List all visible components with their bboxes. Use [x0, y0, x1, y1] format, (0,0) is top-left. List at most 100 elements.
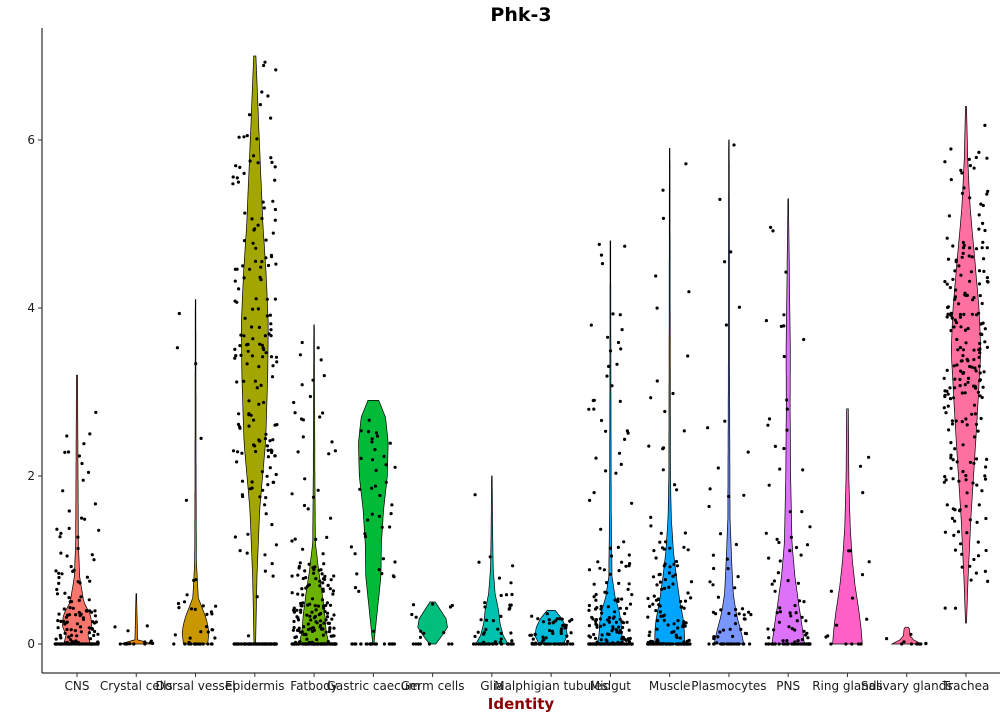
data-point	[782, 354, 786, 359]
data-point	[270, 523, 274, 527]
data-point	[311, 495, 316, 499]
data-point	[504, 593, 509, 597]
data-point	[254, 246, 258, 250]
data-point	[296, 573, 300, 577]
data-point	[387, 642, 391, 646]
data-point	[794, 611, 798, 615]
data-point	[978, 371, 982, 375]
data-point	[620, 328, 624, 332]
data-point	[664, 642, 668, 646]
data-point	[292, 619, 296, 624]
data-point	[973, 435, 977, 439]
data-point	[806, 636, 810, 640]
data-point	[970, 312, 975, 316]
data-point	[961, 469, 965, 474]
data-point	[949, 441, 953, 445]
data-point	[87, 626, 91, 630]
data-point	[541, 620, 546, 624]
data-point	[182, 600, 187, 604]
data-point	[67, 642, 71, 646]
data-point	[736, 575, 740, 579]
data-point	[69, 638, 73, 642]
data-point	[772, 628, 776, 632]
data-point	[290, 539, 294, 543]
data-point	[748, 642, 752, 646]
data-point	[264, 432, 268, 436]
data-point	[353, 552, 357, 556]
data-point	[963, 293, 967, 297]
data-point	[985, 246, 989, 250]
data-point	[678, 636, 682, 640]
data-point	[785, 398, 789, 402]
data-point	[77, 642, 81, 646]
data-point	[85, 575, 89, 579]
x-tick-label: Plasmocytes	[691, 679, 766, 693]
data-point	[231, 175, 235, 179]
data-point	[255, 137, 259, 141]
violin-group	[587, 240, 634, 646]
data-point	[247, 642, 251, 646]
data-point	[977, 311, 981, 315]
data-point	[499, 642, 503, 646]
data-point	[296, 450, 300, 454]
data-point	[737, 612, 741, 616]
data-point	[253, 379, 257, 383]
data-point	[78, 613, 82, 618]
data-point	[617, 581, 621, 586]
violin-shape	[181, 299, 210, 645]
data-point	[658, 604, 662, 608]
data-point	[764, 319, 769, 323]
data-point	[621, 642, 625, 646]
data-point	[594, 592, 598, 597]
data-point	[359, 429, 363, 433]
data-point	[790, 627, 794, 631]
data-point	[946, 305, 950, 310]
data-point	[547, 618, 551, 622]
data-point	[252, 443, 256, 447]
data-point	[961, 354, 965, 358]
data-point	[764, 531, 768, 535]
data-point	[56, 619, 60, 623]
data-point	[318, 579, 322, 583]
data-point	[54, 642, 58, 646]
data-point	[664, 540, 668, 544]
data-point	[652, 594, 656, 598]
data-point	[265, 642, 269, 646]
data-point	[273, 454, 277, 458]
data-point	[660, 546, 665, 550]
data-point	[258, 103, 262, 107]
data-point	[679, 599, 683, 604]
data-point	[587, 407, 591, 411]
data-point	[296, 618, 301, 622]
data-point	[499, 593, 503, 598]
data-point	[303, 569, 307, 573]
data-point	[682, 640, 686, 644]
data-point	[983, 477, 988, 481]
data-point	[618, 313, 622, 317]
data-point	[983, 569, 988, 574]
data-point	[971, 384, 976, 388]
data-point	[594, 456, 598, 460]
data-point	[983, 228, 987, 233]
data-point	[725, 642, 729, 646]
data-point	[607, 620, 612, 624]
data-point	[542, 638, 546, 642]
data-point	[737, 305, 742, 309]
data-point	[968, 564, 972, 568]
data-point	[327, 621, 331, 626]
data-point	[591, 398, 595, 403]
x-tick-label: Ring glands	[812, 679, 883, 693]
data-point	[301, 547, 305, 551]
data-point	[363, 532, 367, 536]
data-point	[311, 378, 315, 382]
data-point	[656, 639, 660, 643]
data-point	[483, 605, 487, 609]
data-point	[308, 394, 312, 399]
data-point	[327, 630, 331, 634]
data-point	[358, 487, 362, 491]
data-point	[784, 270, 788, 274]
data-point	[658, 580, 663, 584]
data-point	[778, 606, 782, 610]
data-point	[313, 604, 317, 608]
data-point	[80, 461, 84, 466]
